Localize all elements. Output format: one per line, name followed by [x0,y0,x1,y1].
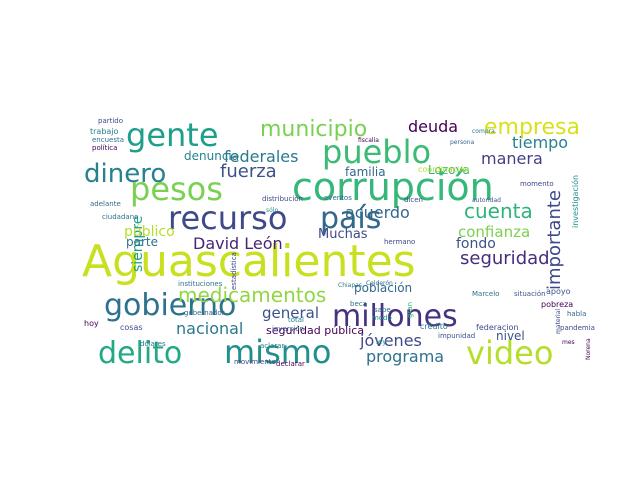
cloud-word: programa [366,347,444,366]
cloud-word: federacion [476,323,519,332]
cloud-word: hoy [84,319,99,328]
cloud-word: confianza [458,223,530,241]
cloud-word: gobierno [104,288,236,323]
cloud-word: sabe [374,306,391,314]
cloud-word: compra [472,128,495,135]
cloud-canvas [80,110,580,369]
cloud-word: medicamentos [178,283,326,307]
cloud-word: partido [98,117,123,125]
cloud-word: cosas [120,323,143,332]
cloud-word: Calderón [366,280,393,287]
cloud-word: delito [98,336,182,371]
cloud-word: coordinación [418,164,469,174]
cloud-word: gobernador [184,309,225,317]
cloud-word: situación [514,290,546,298]
cloud-word: investigación [570,175,580,228]
cloud-word: siempre [130,216,146,272]
cloud-word: importante [544,190,565,290]
cloud-word: material [555,309,562,334]
cloud-word: dólares [140,340,166,348]
cloud-word: Norena [585,338,592,360]
cloud-word: video [466,334,553,372]
cloud-word: seguridad pública [266,324,364,337]
cloud-word: eventos [324,194,352,202]
cloud-word: Marcelo [472,290,499,298]
cloud-word: gran [406,302,414,318]
cloud-word: denuncia [184,149,239,163]
cloud-word: dinero [84,159,166,189]
cloud-word: gente [126,116,219,154]
cloud-word: pueblo [322,133,431,171]
cloud-word: federales [224,147,298,166]
cloud-word: recurso [168,199,287,237]
cloud-word: fuerza [220,161,277,182]
cloud-word: sólo [266,207,278,214]
cloud-word: parte [126,235,158,249]
cloud-word: movimiento [234,358,276,366]
cloud-word: inversión [272,325,304,333]
cloud-word: empresa [484,115,580,140]
cloud-word: pesos [130,170,223,208]
cloud-word: crédito [420,321,448,331]
cloud-word: ley [376,338,386,346]
cloud-word: mes [562,339,575,346]
cloud-word: nacional [176,319,243,338]
cloud-word: instituciones [178,280,223,288]
cloud-word: Aguascalientes [82,236,416,287]
cloud-word: jóvenes [359,331,422,350]
cloud-word: corrupción [292,165,494,209]
cloud-word: tiempo [512,133,568,152]
cloud-word: encuesta [92,136,124,144]
cloud-word: hermano [384,238,415,246]
cloud-word: millones [332,299,458,334]
cloud-word: total [288,316,304,324]
cloud-word: ciudadano [102,213,138,221]
cloud-word: Muchas [318,227,368,242]
cloud-word: dicen [404,196,423,204]
cloud-word: persona [450,139,475,146]
cloud-word: pobreza [541,300,573,309]
cloud-word: adelante [90,200,121,208]
cloud-word: apoyo [546,287,571,296]
cloud-word: población [354,281,412,295]
cloud-word: modo [372,314,392,322]
cloud-word: país [320,201,381,236]
cloud-word: beca [350,300,367,308]
cloud-word: seguridad [460,248,550,269]
cloud-word: Chiapas [338,282,362,289]
cloud-word: David León [193,234,283,253]
cloud-word: general [262,304,319,322]
cloud-word: habla [567,310,586,318]
cloud-word: declarar [276,360,305,368]
cloud-word: Lozoya [428,163,470,177]
cloud-word: fiscalía [358,137,379,144]
cloud-word: acuerdo [345,203,410,222]
cloud-word: estadística [230,252,238,290]
cloud-word: fondo [456,236,496,252]
cloud-word: política [92,144,117,152]
cloud-word: mismo [224,333,331,371]
cloud-word: municipio [260,117,367,142]
cloud-word: cuenta [464,199,533,223]
cloud-word: pandemia [560,324,595,332]
cloud-word: distribución [262,195,303,203]
cloud-word: trabajo [90,127,119,136]
cloud-word: nivel [496,329,525,343]
cloud-word: familia [345,165,386,179]
cloud-word: aclarar [260,342,285,350]
cloud-word: público [124,224,175,240]
cloud-word: momento [520,180,554,188]
cloud-word: autoridad [472,197,501,204]
cloud-word: deuda [408,117,458,136]
cloud-word: manera [481,149,543,168]
cloud-word: impunidad [438,332,475,340]
